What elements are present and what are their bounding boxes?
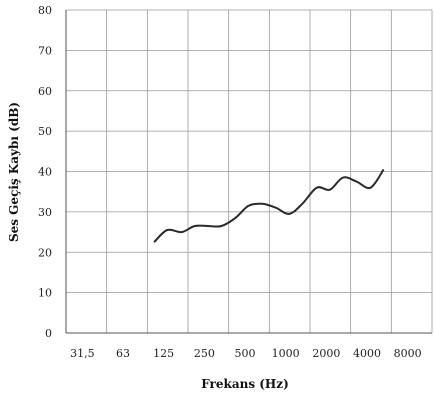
y-tick-label: 70 xyxy=(38,44,52,57)
x-tick-label: 125 xyxy=(153,347,174,360)
x-tick-label: 63 xyxy=(116,347,130,360)
y-axis-title: Ses Geçiş Kaybı (dB) xyxy=(7,102,21,242)
y-tick-label: 0 xyxy=(45,327,52,340)
y-tick-label: 60 xyxy=(38,85,52,98)
y-tick-label: 50 xyxy=(38,125,52,138)
y-tick-label: 30 xyxy=(38,206,52,219)
x-tick-label: 500 xyxy=(235,347,256,360)
series xyxy=(153,168,385,243)
grid xyxy=(65,9,433,334)
y-tick-label: 40 xyxy=(38,166,52,179)
y-tick-labels: 0 10 20 30 40 50 60 70 80 xyxy=(38,4,52,340)
x-tick-label: 250 xyxy=(194,347,215,360)
x-tick-labels: 31,5 63 125 250 500 1000 2000 4000 8000 xyxy=(70,347,422,360)
x-tick-label: 4000 xyxy=(353,347,381,360)
x-tick-label: 1000 xyxy=(272,347,300,360)
x-tick-label: 31,5 xyxy=(70,347,95,360)
x-tick-label: 2000 xyxy=(312,347,340,360)
series-line xyxy=(153,168,385,243)
x-axis-title: Frekans (Hz) xyxy=(201,377,289,391)
y-tick-label: 10 xyxy=(38,287,52,300)
y-tick-label: 20 xyxy=(38,246,52,259)
y-tick-label: 80 xyxy=(38,4,52,17)
x-tick-label: 8000 xyxy=(394,347,422,360)
